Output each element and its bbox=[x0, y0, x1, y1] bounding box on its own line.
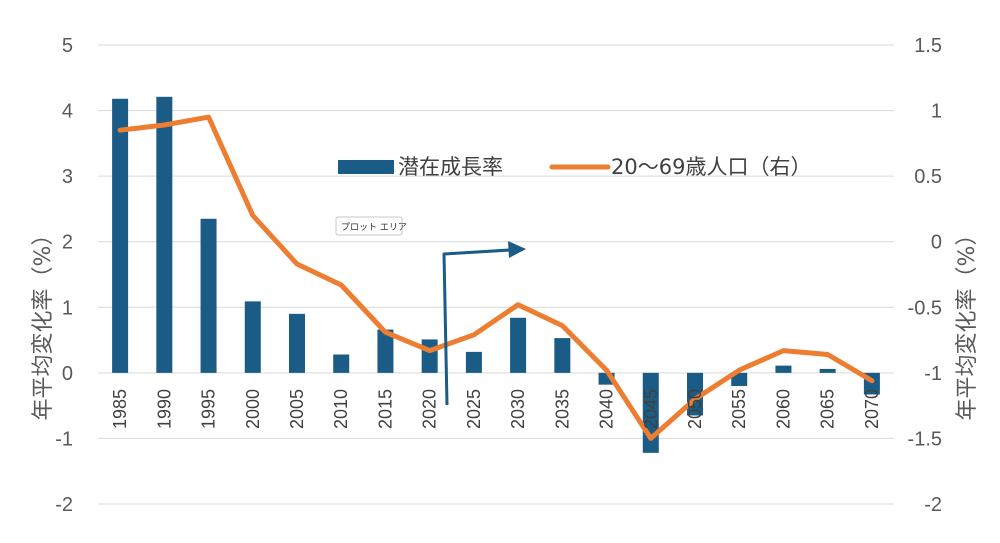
legend-line-label: 20～69歳人口（右） bbox=[611, 155, 811, 179]
x-tick-label: 2055 bbox=[729, 389, 749, 429]
x-tick-label: 1995 bbox=[199, 389, 219, 429]
x-tick-label: 2030 bbox=[508, 389, 528, 429]
x-tick-label: 2005 bbox=[287, 389, 307, 429]
right-y-axis-ticks: 1.5 1 0.5 0 -0.5 -1 -1.5 -2 bbox=[908, 35, 942, 516]
right-tick-label: -2 bbox=[924, 494, 942, 516]
left-tick-label: 3 bbox=[62, 166, 73, 188]
right-tick-label: 1 bbox=[931, 101, 942, 123]
bar-1985 bbox=[112, 99, 128, 373]
bar-2065 bbox=[820, 369, 836, 373]
plot-area-tooltip: プロット エリア bbox=[336, 217, 407, 235]
right-tick-label: -1 bbox=[924, 363, 942, 385]
right-tick-label: -0.5 bbox=[908, 297, 942, 319]
x-tick-label: 2050 bbox=[685, 389, 705, 429]
right-tick-label: -1.5 bbox=[908, 428, 942, 450]
left-y-axis-title: 年平均変化率（%） bbox=[31, 224, 56, 421]
right-y-axis-title: 年平均変化率（%） bbox=[955, 224, 980, 421]
x-tick-label: 2035 bbox=[552, 389, 572, 429]
x-tick-label: 1985 bbox=[110, 389, 130, 429]
bar-2000 bbox=[245, 301, 261, 372]
x-tick-label: 1990 bbox=[154, 389, 174, 429]
legend-bar-swatch bbox=[338, 160, 394, 174]
left-y-axis-ticks: 5 4 3 2 1 0 -1 -2 bbox=[55, 35, 73, 516]
gridlines bbox=[98, 45, 894, 504]
right-tick-label: 0.5 bbox=[914, 166, 942, 188]
bar-2035 bbox=[554, 338, 570, 373]
left-tick-label: 2 bbox=[62, 232, 73, 254]
chart-legend: 潜在成長率 20～69歳人口（右） bbox=[338, 155, 811, 179]
left-tick-label: 0 bbox=[62, 363, 73, 385]
x-tick-label: 2015 bbox=[375, 389, 395, 429]
x-tick-label: 2040 bbox=[597, 389, 617, 429]
bar-2025 bbox=[466, 352, 482, 373]
left-tick-label: -1 bbox=[55, 428, 73, 450]
bar-2060 bbox=[775, 366, 791, 373]
x-tick-label: 2025 bbox=[464, 389, 484, 429]
left-tick-label: 1 bbox=[62, 297, 73, 319]
x-tick-label: 2000 bbox=[243, 389, 263, 429]
bar-2020 bbox=[422, 339, 438, 372]
x-tick-label: 2010 bbox=[331, 389, 351, 429]
bar-1990 bbox=[156, 97, 172, 373]
x-tick-label: 2020 bbox=[420, 389, 440, 429]
x-tick-label: 2045 bbox=[641, 389, 661, 429]
x-axis-ticks: 1985 1990 1995 2000 2005 2010 2015 2020 2025 2030… bbox=[110, 389, 882, 429]
right-tick-label: 1.5 bbox=[914, 35, 942, 57]
x-tick-label: 2070 bbox=[862, 389, 882, 429]
x-tick-label: 2060 bbox=[773, 389, 793, 429]
bar-2005 bbox=[289, 314, 305, 373]
left-tick-label: 5 bbox=[62, 35, 73, 57]
left-tick-label: 4 bbox=[62, 101, 73, 123]
bar-2030 bbox=[510, 318, 526, 373]
bar-series-group bbox=[112, 97, 880, 453]
right-tick-label: 0 bbox=[931, 232, 942, 254]
legend-bar-label: 潜在成長率 bbox=[398, 155, 503, 179]
left-tick-label: -2 bbox=[55, 494, 73, 516]
x-tick-label: 2065 bbox=[818, 389, 838, 429]
bar-2010 bbox=[333, 354, 349, 372]
bar-1995 bbox=[201, 219, 217, 373]
tooltip-text: プロット エリア bbox=[341, 222, 407, 233]
